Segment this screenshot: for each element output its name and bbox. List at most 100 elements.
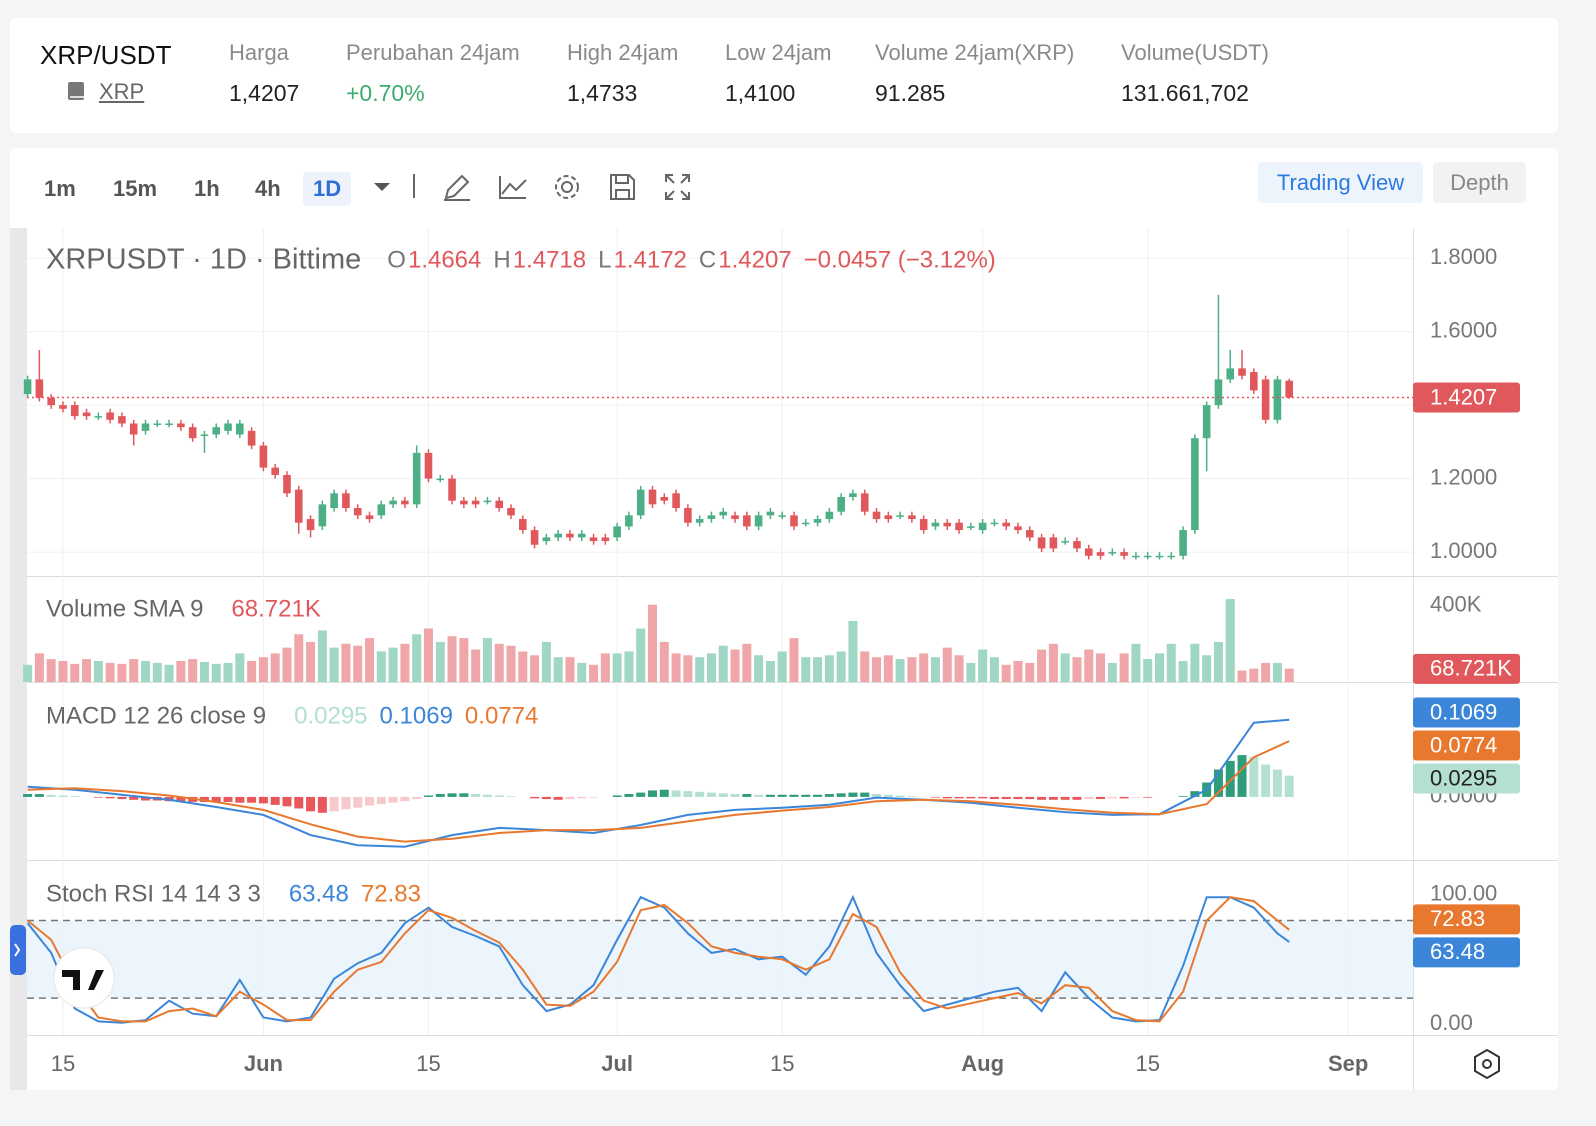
macd-histogram-bar [223, 796, 233, 802]
candle-body [1143, 555, 1152, 558]
candle-body [577, 533, 586, 538]
volume-bar [1154, 653, 1164, 682]
volume-bar [1249, 668, 1259, 682]
candle-body [625, 515, 633, 527]
pane-title: MACD 12 26 close 9 [46, 702, 266, 729]
candle-body [259, 445, 268, 468]
volume-bar [636, 628, 646, 682]
x-tick-label: Jun [244, 1051, 283, 1076]
fullscreen-icon[interactable] [665, 174, 690, 200]
volume-bar [471, 649, 481, 682]
macd-histogram-bar [1213, 769, 1223, 797]
candle-body [47, 397, 55, 406]
candle-body [177, 423, 185, 428]
candle-body [247, 430, 256, 446]
candle-body [978, 522, 987, 531]
interval-button[interactable]: 15m [113, 176, 158, 201]
volume-bar [824, 655, 834, 682]
price-badge [1413, 904, 1520, 935]
save-icon[interactable] [610, 174, 635, 200]
candle-body [790, 515, 798, 527]
macd-histogram-bar [1131, 796, 1141, 798]
price-badge-label: 0.0774 [1430, 732, 1497, 757]
volume-bar [188, 659, 198, 682]
macd-histogram-bar [235, 796, 245, 803]
ohlc-key: H [493, 246, 510, 273]
macd-histogram-bar [317, 796, 327, 813]
volume-bar [1001, 664, 1011, 682]
depth-button[interactable]: Depth [1433, 162, 1526, 203]
settings-icon[interactable] [555, 175, 579, 199]
volume-bar [647, 604, 657, 682]
macd-histogram-bar [1084, 796, 1094, 800]
candle-body [1167, 555, 1176, 558]
volume-bar [1225, 598, 1235, 682]
volume-bar [1143, 659, 1153, 682]
candle-body [1084, 548, 1093, 556]
candle-body [165, 423, 173, 425]
candle-body [825, 511, 834, 520]
candle-body [837, 496, 845, 512]
macd-histogram-bar [93, 796, 103, 798]
indicator-icon[interactable] [499, 176, 527, 199]
price-badge [1413, 697, 1520, 728]
macd-histogram-bar [494, 795, 504, 797]
volume-bar [907, 657, 917, 682]
macd-histogram-bar [671, 790, 681, 797]
volume-bar [1131, 643, 1141, 682]
settings-hex[interactable] [1474, 1048, 1500, 1080]
interval-button[interactable]: 1h [194, 176, 220, 201]
macd-histogram-bar [1072, 796, 1082, 800]
book-icon [68, 82, 84, 100]
candle-body [200, 434, 209, 437]
volume-bar [848, 620, 858, 682]
volume-bar [1178, 661, 1188, 682]
candle-body [1108, 552, 1117, 554]
logo-mark [62, 970, 104, 990]
volume-bar [306, 641, 316, 682]
volume-bar [58, 661, 68, 682]
candle-body [684, 508, 692, 523]
volume-bar [718, 645, 728, 682]
interval-button[interactable]: 1m [44, 176, 76, 201]
candle-body [1096, 552, 1105, 556]
interval-dropdown[interactable] [370, 175, 394, 199]
macd-histogram-bar [718, 793, 728, 797]
macd-histogram-bar [400, 796, 410, 802]
macd-histogram-bar [765, 794, 775, 797]
candle-body [129, 423, 138, 435]
candle-body [754, 515, 763, 527]
interval-button[interactable]: 1D [303, 172, 352, 206]
macd-histogram-bar [636, 792, 646, 797]
candle-body [1155, 555, 1164, 558]
interval-button[interactable]: 4h [255, 176, 281, 201]
macd-histogram-bar [659, 789, 669, 797]
volume-bar [1096, 653, 1106, 682]
stat-value: 91.285 [875, 80, 946, 106]
macd-histogram-bar [1249, 757, 1259, 797]
candle-body [318, 504, 327, 527]
candle-body [813, 519, 822, 523]
macd-histogram-bar [612, 795, 622, 797]
volume-bar [176, 661, 186, 682]
macd-histogram-bar [836, 793, 846, 797]
trading-view-button[interactable]: Trading View [1258, 162, 1423, 203]
volume-bar [860, 651, 870, 682]
x-tick-label: 15 [1135, 1051, 1159, 1076]
volume-bar [82, 659, 92, 682]
candle-body [542, 537, 551, 542]
macd-histogram-bar [46, 794, 56, 797]
macd-histogram-bar [435, 794, 445, 797]
macd-histogram-bar [1013, 796, 1023, 800]
candle-body [943, 522, 952, 527]
asset-link[interactable]: XRP [99, 79, 145, 104]
volume-bar [400, 643, 410, 682]
macd-histogram-bar [1060, 796, 1070, 800]
candle-body [967, 526, 975, 528]
candle-body [589, 537, 598, 542]
macd-histogram-bar [306, 796, 316, 812]
candle-body [801, 522, 810, 525]
volume-bar [1166, 643, 1176, 682]
draw-icon[interactable] [444, 174, 470, 201]
volume-bar [1261, 662, 1271, 682]
